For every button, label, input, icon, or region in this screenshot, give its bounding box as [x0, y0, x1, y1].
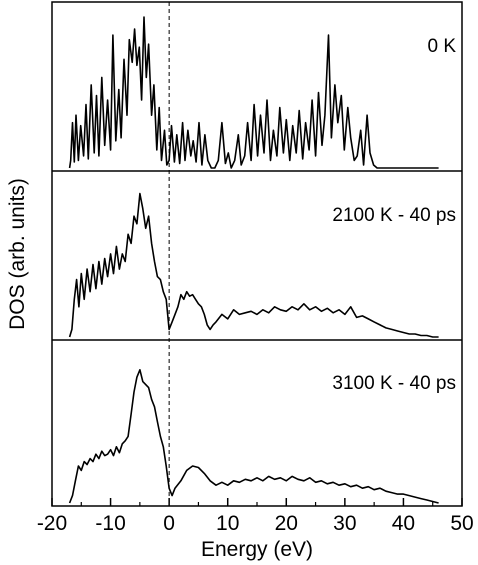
- panel-label-1: 0 K: [427, 36, 456, 57]
- x-tick-label: 40: [392, 512, 415, 535]
- panel-label-3: 3100 K - 40 ps: [332, 373, 456, 394]
- y-axis-title: DOS (arb. units): [6, 178, 29, 330]
- x-tick-label: 20: [275, 512, 298, 535]
- x-tick-label: 0: [163, 512, 175, 535]
- x-axis-title: Energy (eV): [201, 538, 313, 561]
- x-tick-label: -10: [95, 512, 125, 535]
- x-tick-label: 50: [450, 512, 473, 535]
- x-tick-label: 10: [216, 512, 239, 535]
- x-tick-label: 30: [333, 512, 356, 535]
- dos-series-line-2: [68, 192, 439, 338]
- x-tick-label: -20: [37, 512, 67, 535]
- panel-label-2: 2100 K - 40 ps: [332, 205, 456, 226]
- dos-series-line-3: [68, 369, 439, 504]
- dos-series-line-1: [68, 16, 439, 169]
